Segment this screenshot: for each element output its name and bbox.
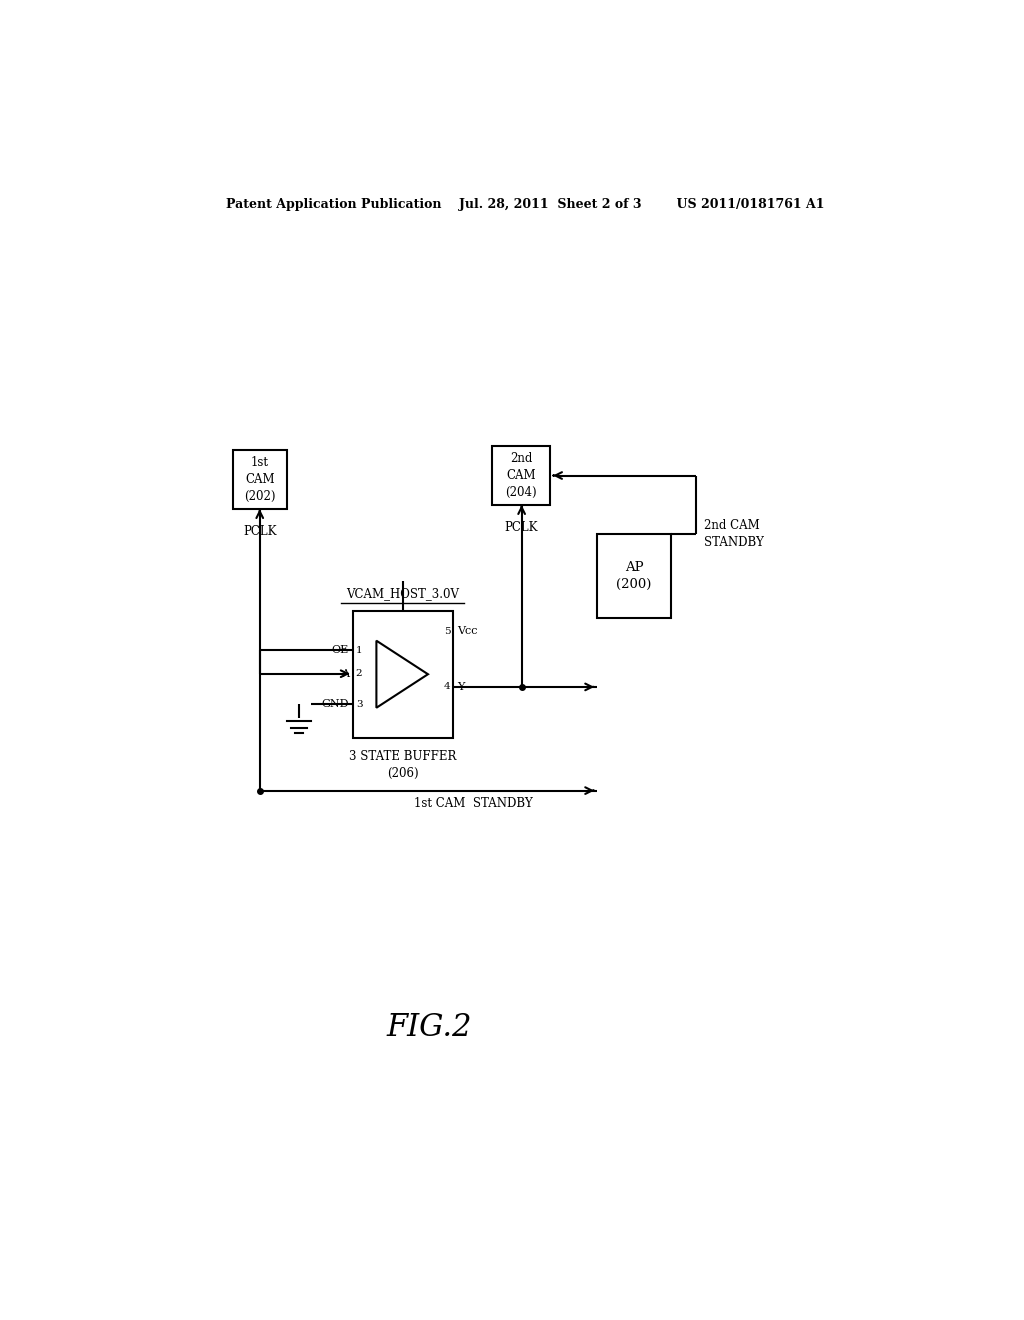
Bar bbox=[352, 611, 454, 738]
Text: Y: Y bbox=[458, 682, 465, 692]
Text: A: A bbox=[341, 669, 348, 678]
Text: AP
(200): AP (200) bbox=[616, 561, 651, 591]
Text: 4: 4 bbox=[443, 682, 451, 692]
Bar bbox=[597, 535, 671, 618]
Text: 3 STATE BUFFER
(206): 3 STATE BUFFER (206) bbox=[349, 750, 457, 780]
Text: 5: 5 bbox=[443, 627, 451, 635]
Text: 2: 2 bbox=[355, 669, 362, 678]
Text: 3: 3 bbox=[355, 700, 362, 709]
Text: 1: 1 bbox=[355, 645, 362, 655]
Text: PCLK: PCLK bbox=[243, 525, 276, 539]
Text: PCLK: PCLK bbox=[505, 521, 538, 533]
Text: GND: GND bbox=[322, 700, 348, 709]
Text: FIG.2: FIG.2 bbox=[387, 1012, 472, 1043]
Text: 2nd CAM
STANDBY: 2nd CAM STANDBY bbox=[705, 520, 764, 549]
Text: VCAM_HOST_3.0V: VCAM_HOST_3.0V bbox=[346, 587, 459, 599]
Text: OE: OE bbox=[332, 645, 348, 655]
Text: 1st CAM  STANDBY: 1st CAM STANDBY bbox=[414, 797, 532, 810]
Polygon shape bbox=[377, 640, 428, 708]
Text: 2nd
CAM
(204): 2nd CAM (204) bbox=[506, 451, 537, 499]
Text: 1st
CAM
(202): 1st CAM (202) bbox=[244, 457, 275, 503]
Bar bbox=[232, 450, 287, 510]
Text: Vcc: Vcc bbox=[458, 626, 478, 636]
Text: Patent Application Publication    Jul. 28, 2011  Sheet 2 of 3        US 2011/018: Patent Application Publication Jul. 28, … bbox=[225, 198, 824, 211]
Bar bbox=[493, 446, 550, 506]
